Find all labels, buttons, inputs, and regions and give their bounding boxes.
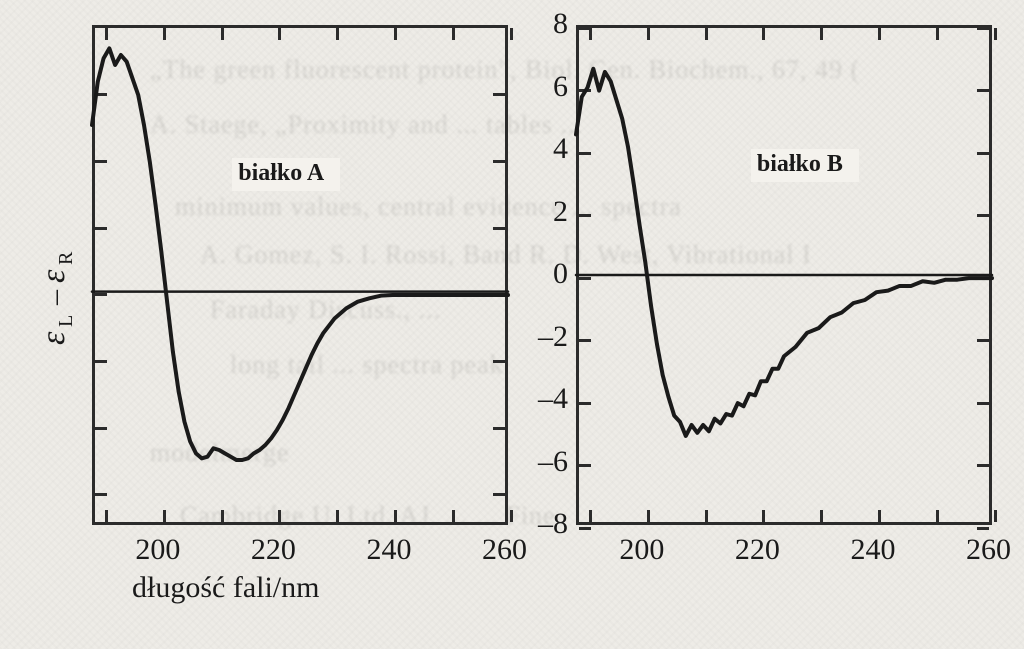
chartA-annotation: białko A: [232, 158, 340, 191]
chartB-tick: [977, 527, 989, 530]
chartA-ylabel: εL–εR: [22, 175, 92, 375]
chartB-ytick-label: 2: [518, 195, 568, 229]
chartB-xtick-label: 240: [850, 533, 895, 567]
chartB-xtick-label: 200: [619, 533, 664, 567]
chartA-xtick-label: 240: [366, 533, 411, 567]
chartA-series: [92, 25, 508, 525]
svg-text:L: L: [55, 315, 77, 327]
chartB-tick: [994, 510, 997, 522]
chartB-ytick-label: –8: [518, 507, 568, 541]
chartB-ytick-label: 4: [518, 132, 568, 166]
chartB-xtick-label: 260: [966, 533, 1011, 567]
chartB-series: [576, 25, 992, 525]
chartA-xlabel: długość fali/nm: [132, 571, 319, 605]
chartB-tick: [994, 28, 997, 40]
chartB-ytick-label: –2: [518, 320, 568, 354]
chartB-ytick-label: 0: [518, 257, 568, 291]
chartA-xtick-label: 200: [135, 533, 180, 567]
svg-text:ε: ε: [35, 269, 72, 283]
chartA-tick: [510, 28, 513, 40]
chartA-xtick-label: 220: [251, 533, 296, 567]
figure-root: „The green fluorescent protein", Biol. C…: [0, 0, 1024, 649]
chartB-xtick-label: 220: [735, 533, 780, 567]
svg-text:R: R: [55, 251, 77, 265]
chartB-tick: [579, 527, 591, 530]
svg-text:–: –: [38, 289, 71, 306]
chartB-annotation: białko B: [751, 149, 859, 182]
chartB-ytick-label: 8: [518, 7, 568, 41]
chartB-ytick-label: 6: [518, 70, 568, 104]
svg-text:ε: ε: [35, 331, 72, 345]
chartA-tick: [510, 510, 513, 522]
chartB-ytick-label: –6: [518, 445, 568, 479]
chartB-ytick-label: –4: [518, 382, 568, 416]
